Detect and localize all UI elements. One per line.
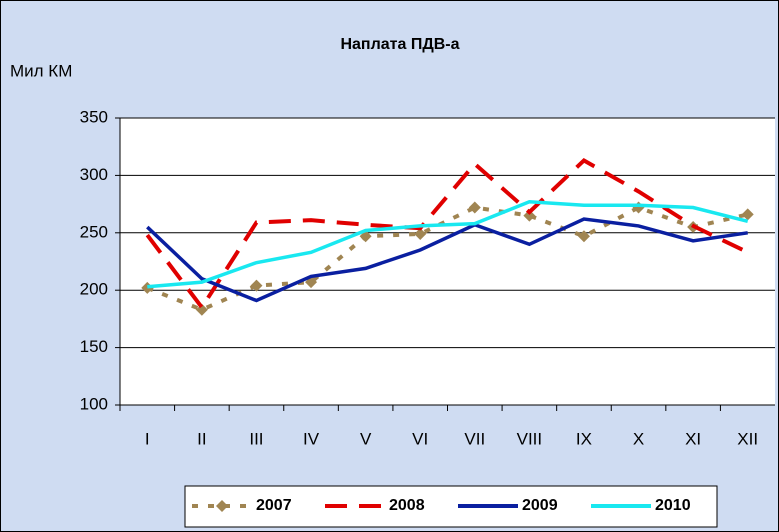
marker [250, 279, 263, 292]
plot-area [120, 118, 775, 405]
marker [577, 230, 590, 243]
x-tick-label: IV [303, 429, 320, 448]
marker [523, 209, 536, 222]
y-tick-label: 300 [80, 165, 108, 184]
x-tick-label: V [360, 429, 372, 448]
y-tick-label: 250 [80, 222, 108, 241]
legend-label: 2008 [389, 497, 425, 514]
legend-label: 2009 [522, 497, 558, 514]
chart-title: Наплата ПДВ-а [340, 36, 459, 53]
x-tick-label: IX [576, 429, 592, 448]
x-tick-label: XI [685, 429, 701, 448]
x-tick-label: VI [412, 429, 428, 448]
y-tick-label: 350 [80, 107, 108, 126]
x-tick-label: I [145, 429, 150, 448]
series-line [147, 200, 749, 289]
x-tick-label: VII [464, 429, 485, 448]
x-tick-label: III [249, 429, 263, 448]
series-line [145, 158, 749, 311]
y-tick-label: 100 [80, 394, 108, 413]
marker [741, 208, 754, 221]
x-tick-label: X [633, 429, 644, 448]
y-tick-label: 200 [80, 280, 108, 299]
legend-marker [216, 500, 228, 512]
legend-label: 2007 [256, 497, 292, 514]
series-line [146, 205, 749, 312]
y-axis-label: Мил КМ [10, 61, 72, 80]
x-tick-label: VIII [517, 429, 543, 448]
x-tick-label: II [197, 429, 206, 448]
x-tick-label: XII [737, 429, 758, 448]
y-tick-label: 150 [80, 337, 108, 356]
series-line [146, 217, 748, 303]
legend-label: 2010 [655, 497, 691, 514]
marker [468, 201, 481, 214]
marker [414, 227, 427, 240]
